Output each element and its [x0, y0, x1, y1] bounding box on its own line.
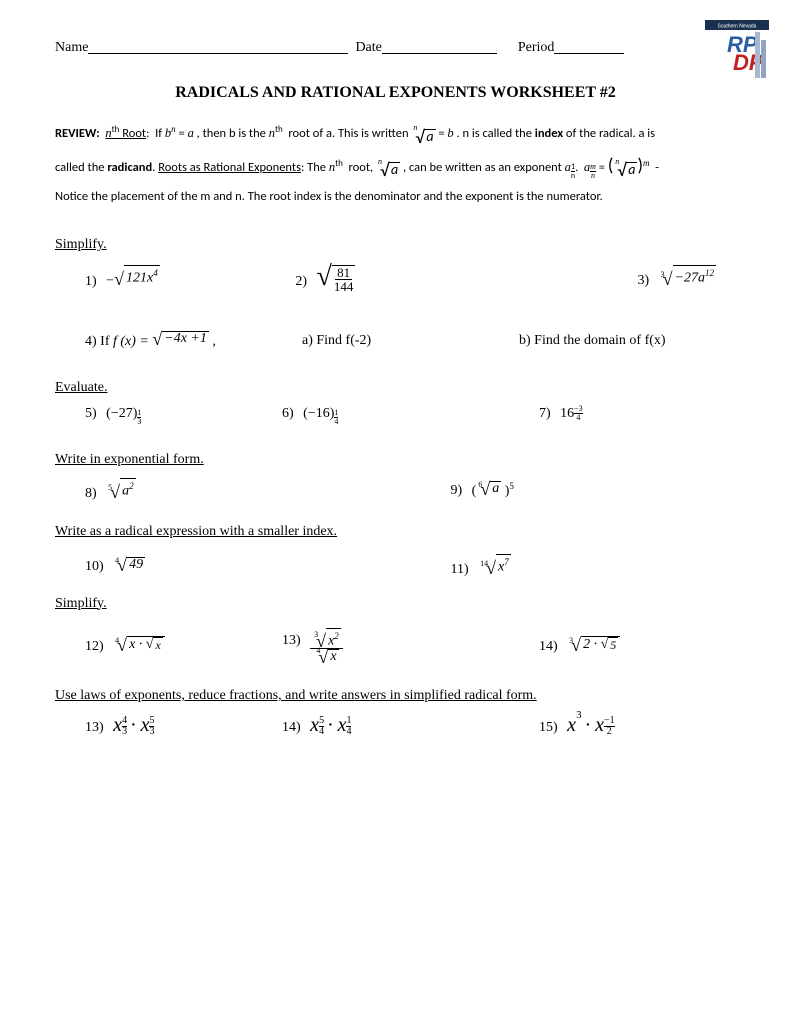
row-12-14: 12) 4√x ∙ √x 13) 3√x2 4√x 14) 3√2 ∙ √5	[55, 628, 736, 665]
row-8-9: 8) 5√a2 9) (6√a )5	[55, 478, 736, 502]
header-fields: Name Date Period	[55, 40, 736, 56]
name-blank[interactable]	[88, 53, 348, 54]
problem-15: 15) x3 ∙ x−12	[479, 714, 736, 745]
period-label: Period	[518, 40, 555, 55]
rpdp-logo: Southern Nevada RP DP	[705, 20, 769, 80]
radicand-word: radicand	[107, 160, 152, 175]
problem-14: 14) 3√2 ∙ √5	[479, 636, 736, 655]
problem-8: 8) 5√a2	[55, 478, 371, 502]
problem-3: 3) 3√−27a12	[506, 265, 736, 289]
row-5-7: 5) (−27)13 6) (−16)14 7) 16−34	[55, 406, 736, 428]
problem-2: 2) √81144	[295, 263, 505, 291]
problem-4b: b) Find the domain of f(x)	[519, 333, 736, 349]
worksheet-page: Southern Nevada RP DP Name Date Period R…	[0, 0, 791, 1024]
row-1-3: 1) −√121x4 2) √81144 3) 3√−27a12	[55, 263, 736, 291]
period-blank[interactable]	[554, 53, 624, 54]
problem-4: 4) If f (x) = √−4x +1 ,	[55, 331, 302, 350]
section-write-rad: Write as a radical expression with a sma…	[55, 524, 736, 540]
review-text: REVIEW: nth Root: If bn = a , then b is …	[55, 120, 736, 209]
problem-10: 10) 4√49	[55, 557, 371, 575]
review-label: REVIEW:	[55, 126, 100, 141]
problem-12: 12) 4√x ∙ √x	[55, 636, 282, 655]
problem-11: 11) 14√x7	[371, 554, 737, 578]
row-10-11: 10) 4√49 11) 14√x7	[55, 554, 736, 578]
section-write-exp: Write in exponential form.	[55, 452, 736, 468]
section-simplify-2: Simplify.	[55, 596, 736, 612]
problem-5: 5) (−27)13	[55, 406, 282, 428]
problem-1: 1) −√121x4	[55, 265, 295, 290]
problem-13b: 13) x43 ∙ x53	[55, 714, 282, 745]
logo-banner-text: Southern Nevada	[718, 24, 757, 30]
problem-7: 7) 16−34	[479, 406, 736, 428]
roots-as-exp-link: Roots as Rational Exponents	[158, 160, 301, 175]
nth-root-link: nth Root	[105, 126, 146, 141]
row-4: 4) If f (x) = √−4x +1 , a) Find f(-2) b)…	[55, 331, 736, 350]
date-blank[interactable]	[382, 53, 497, 54]
worksheet-title: RADICALS AND RATIONAL EXPONENTS WORKSHEE…	[55, 84, 736, 102]
section-laws: Use laws of exponents, reduce fractions,…	[55, 688, 736, 704]
problem-14b: 14) x54 ∙ x14	[282, 714, 479, 745]
problem-6: 6) (−16)14	[282, 406, 479, 428]
problem-13: 13) 3√x2 4√x	[282, 628, 479, 665]
name-label: Name	[55, 40, 88, 55]
date-label: Date	[355, 40, 381, 55]
section-evaluate: Evaluate.	[55, 380, 736, 396]
row-13b-15: 13) x43 ∙ x53 14) x54 ∙ x14 15) x3 ∙ x−1…	[55, 714, 736, 745]
problem-9: 9) (6√a )5	[371, 481, 737, 500]
section-simplify: Simplify.	[55, 237, 736, 253]
problem-4a: a) Find f(-2)	[302, 333, 519, 349]
radical-icon: n√a	[411, 127, 435, 143]
index-word: index	[535, 126, 563, 141]
